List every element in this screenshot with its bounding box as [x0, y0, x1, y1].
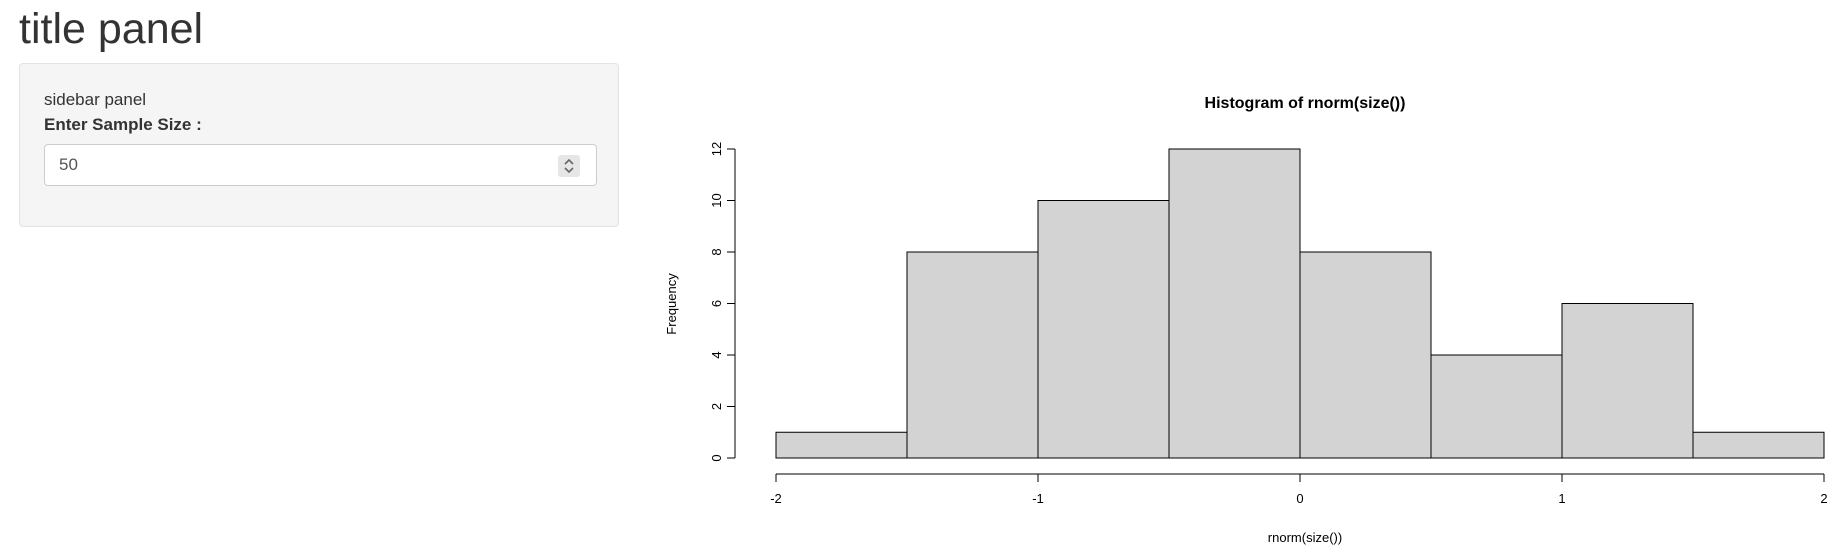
sidebar-panel: sidebar panel Enter Sample Size :: [19, 63, 619, 227]
histogram-bars: [775, 148, 1825, 459]
histogram-bar: [1430, 354, 1563, 459]
x-axis-label: rnorm(size()): [1268, 530, 1342, 545]
histogram-bar: [906, 251, 1039, 459]
sample-size-input[interactable]: [44, 144, 597, 186]
histogram-bar: [1299, 251, 1432, 459]
histogram-bar: [1037, 200, 1170, 459]
y-tick-label: 6: [709, 300, 724, 307]
chart-title: Histogram of rnorm(size()): [1205, 95, 1406, 112]
y-axis-label: Frequency: [664, 273, 679, 335]
y-tick-label: 4: [709, 351, 724, 358]
x-tick-label: -2: [770, 491, 782, 506]
chevron-up-down-icon: [564, 158, 574, 174]
y-tick-label: 12: [709, 142, 724, 156]
y-tick-label: 2: [709, 403, 724, 410]
sample-size-label: Enter Sample Size :: [44, 115, 202, 134]
histogram-bar: [1692, 431, 1825, 459]
page-title: title panel: [19, 5, 204, 53]
sidebar-text: sidebar panel: [44, 90, 147, 109]
histogram-bar: [1168, 148, 1301, 459]
y-tick-label: 0: [709, 454, 724, 461]
y-axis: 0 2 4 6 8 10 12: [709, 142, 736, 462]
histogram-bar: [1561, 303, 1694, 459]
number-spinner[interactable]: [558, 155, 580, 177]
y-tick-label: 8: [709, 248, 724, 255]
x-tick-label: 2: [1820, 491, 1827, 506]
x-axis: -2 -1 0 1 2: [770, 473, 1828, 506]
histogram-chart: Histogram of rnorm(size()) -2 -1 0 1 2 02468…: [664, 95, 1828, 545]
histogram-bar: [775, 431, 908, 459]
x-tick-label: 0: [1296, 491, 1303, 506]
x-tick-label: 1: [1558, 491, 1565, 506]
y-tick-label: 10: [709, 193, 724, 207]
x-tick-label: -1: [1032, 491, 1044, 506]
